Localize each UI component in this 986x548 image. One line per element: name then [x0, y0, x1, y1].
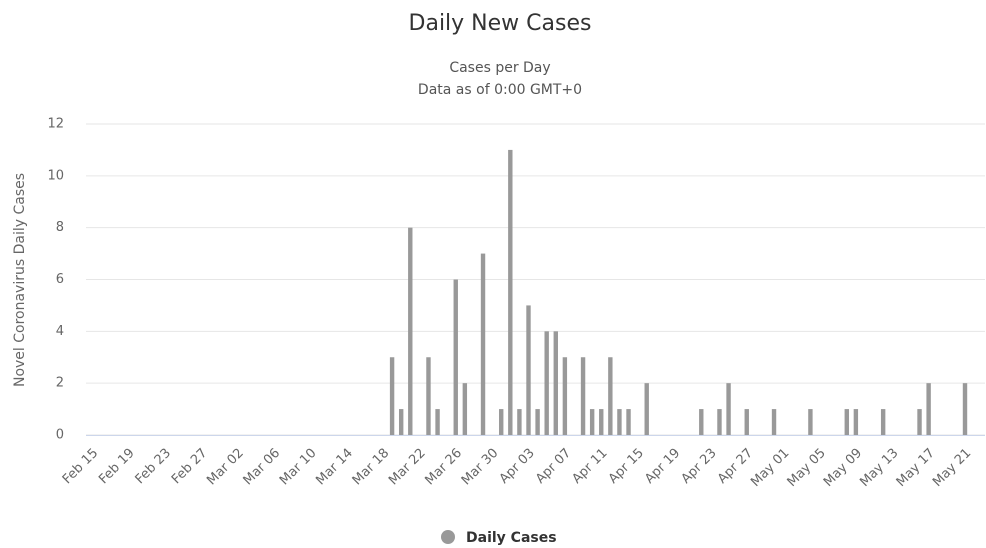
x-tick-label: Apr 11	[569, 446, 610, 487]
chart-subtitle: Data as of 0:00 GMT+0	[418, 82, 582, 98]
y-axis-label: Novel Coronavirus Daily Cases	[12, 173, 28, 387]
x-tick-label: May 13	[857, 446, 901, 490]
y-tick-label: 0	[56, 428, 64, 443]
y-tick-label: 2	[56, 376, 64, 391]
bar	[608, 357, 613, 435]
bar	[880, 409, 886, 435]
chart-title: Daily New Cases	[409, 11, 592, 36]
x-tick-label: May 21	[930, 446, 974, 490]
x-tick-label: Apr 07	[533, 446, 574, 487]
bar	[626, 409, 631, 435]
bar	[426, 357, 431, 435]
bar	[644, 383, 649, 435]
bar	[544, 331, 549, 435]
x-tick-label: Mar 14	[313, 446, 356, 489]
x-tick-label: Feb 19	[96, 446, 138, 488]
chart-subtitle: Cases per Day	[449, 60, 550, 76]
x-tick-label: Feb 15	[60, 446, 102, 488]
bar	[771, 409, 777, 435]
bar	[962, 383, 968, 435]
bar	[589, 409, 595, 435]
x-tick-label: Mar 10	[277, 446, 320, 489]
bar	[844, 409, 849, 435]
x-tick-label: Mar 30	[459, 446, 502, 489]
legend-marker	[441, 530, 455, 544]
x-tick-label: Mar 22	[386, 446, 429, 489]
y-tick-label: 12	[47, 117, 64, 132]
y-tick-label: 6	[56, 272, 64, 287]
bar	[517, 409, 522, 435]
x-tick-label: Feb 27	[169, 446, 211, 488]
bar	[726, 383, 731, 435]
bar	[398, 409, 404, 435]
y-tick-label: 8	[56, 220, 64, 235]
bar	[699, 409, 704, 435]
bar	[599, 409, 604, 435]
bar	[389, 357, 395, 435]
y-tick-label: 4	[56, 324, 64, 339]
x-tick-label: May 17	[894, 446, 938, 490]
x-tick-label: Apr 23	[679, 446, 720, 487]
bar	[617, 409, 622, 435]
x-tick-label: May 05	[785, 446, 829, 490]
bar	[535, 409, 540, 435]
bar	[499, 409, 504, 435]
x-tick-label: Mar 26	[422, 446, 465, 489]
x-tick-label: Mar 18	[350, 446, 393, 489]
x-tick-label: Apr 19	[642, 446, 683, 487]
bar	[562, 357, 568, 435]
bar	[526, 305, 531, 435]
bar	[744, 409, 749, 435]
y-tick-label: 10	[47, 168, 64, 183]
bar	[408, 227, 413, 435]
bar	[453, 279, 458, 435]
x-tick-label: May 01	[748, 446, 792, 490]
bar	[480, 253, 486, 435]
x-tick-label: Feb 23	[133, 446, 175, 488]
bar	[508, 149, 513, 435]
x-tick-label: Mar 02	[204, 446, 247, 489]
bar	[808, 409, 813, 435]
bar	[926, 383, 931, 435]
bar	[853, 409, 859, 435]
legend-label: Daily Cases	[466, 530, 557, 546]
bar	[435, 409, 440, 435]
bar	[717, 409, 722, 435]
bar	[462, 383, 468, 435]
bar	[580, 357, 586, 435]
x-tick-label: Apr 15	[606, 446, 647, 487]
bar	[553, 331, 558, 435]
x-tick-label: Mar 06	[241, 446, 284, 489]
x-tick-label: Apr 03	[497, 446, 538, 487]
bar	[917, 409, 922, 435]
x-tick-label: May 09	[821, 446, 865, 490]
